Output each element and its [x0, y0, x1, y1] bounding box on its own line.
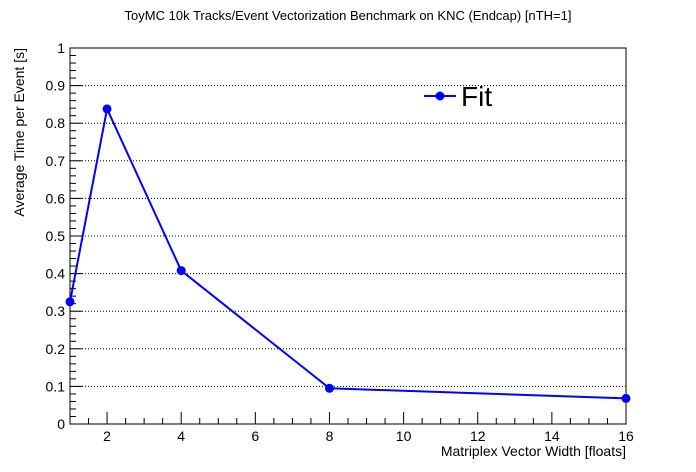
y-tick-label: 1: [57, 40, 65, 56]
x-tick-label: 16: [618, 428, 634, 444]
x-axis-label: Matriplex Vector Width [floats]: [441, 443, 626, 459]
data-point: [621, 393, 631, 403]
y-tick-label: 0.6: [46, 190, 66, 206]
x-axis: 2 4 6 8 10 12 14 16: [88, 412, 634, 444]
chart-title: ToyMC 10k Tracks/Event Vectorization Ben…: [124, 8, 572, 23]
y-tick-label: 0.3: [46, 303, 66, 319]
grid-lines: [70, 85, 626, 387]
y-tick-label: 0.8: [46, 115, 66, 131]
y-tick-label: 0: [57, 416, 65, 432]
data-point: [176, 266, 186, 276]
x-tick-label: 6: [251, 428, 259, 444]
y-tick-label: 0.7: [46, 153, 66, 169]
data-point: [102, 104, 112, 114]
x-tick-label: 10: [396, 428, 412, 444]
y-axis-label: Average Time per Event [s]: [11, 48, 27, 217]
x-tick-label: 2: [103, 428, 111, 444]
y-tick-label: 0.9: [46, 78, 66, 94]
series-layer: [65, 104, 631, 403]
y-tick-label: 0.2: [46, 341, 66, 357]
y-tick-label: 0.4: [46, 266, 66, 282]
x-tick-label: 8: [326, 428, 334, 444]
y-tick-label: 0.1: [46, 378, 66, 394]
legend: Fit: [424, 81, 492, 112]
legend-label: Fit: [461, 81, 492, 112]
x-tick-label: 4: [177, 428, 185, 444]
x-tick-label: 12: [470, 428, 486, 444]
data-point: [324, 383, 334, 393]
y-tick-label: 0.5: [46, 228, 66, 244]
series-line-fit: [69, 105, 627, 400]
legend-marker: [435, 91, 445, 101]
plot-frame: [69, 47, 627, 425]
y-axis: 0 0.1 0.2 0.3 0.4 0.5 0.6 0.7 0.8 0.9 1: [46, 40, 82, 432]
data-point: [65, 297, 75, 307]
x-tick-label: 14: [544, 428, 560, 444]
